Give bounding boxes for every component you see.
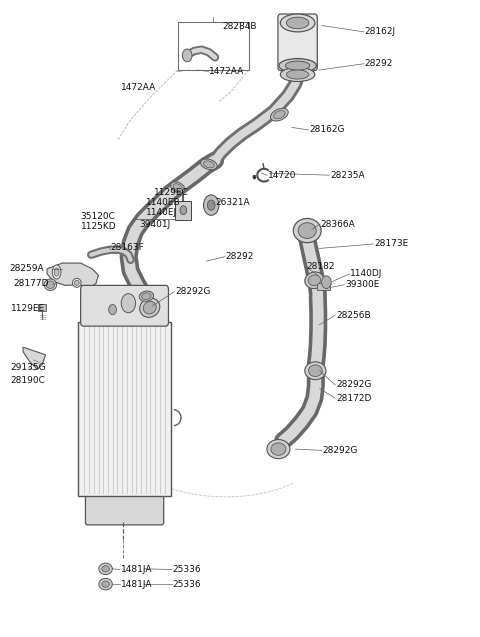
Bar: [178, 22, 249, 70]
Ellipse shape: [298, 223, 316, 238]
Ellipse shape: [267, 440, 290, 459]
Ellipse shape: [287, 17, 309, 29]
Text: 28292: 28292: [226, 252, 254, 261]
Ellipse shape: [271, 108, 288, 121]
Bar: [78, 322, 171, 496]
Text: 25336: 25336: [173, 580, 202, 589]
Ellipse shape: [293, 218, 321, 243]
Text: 28259A: 28259A: [10, 264, 44, 273]
Text: 28172D: 28172D: [336, 394, 372, 403]
Text: 1472AA: 1472AA: [121, 83, 156, 92]
Text: 28182: 28182: [306, 262, 335, 271]
Text: 28235A: 28235A: [330, 171, 365, 180]
Ellipse shape: [99, 563, 112, 575]
Ellipse shape: [102, 581, 109, 587]
Ellipse shape: [204, 161, 214, 168]
Circle shape: [322, 276, 331, 289]
Ellipse shape: [274, 111, 285, 118]
Ellipse shape: [271, 443, 286, 455]
Polygon shape: [47, 263, 98, 288]
Ellipse shape: [140, 298, 160, 317]
Text: 39300E: 39300E: [346, 280, 380, 289]
FancyBboxPatch shape: [85, 492, 164, 525]
Ellipse shape: [139, 291, 154, 301]
Ellipse shape: [287, 70, 309, 79]
Text: 1129EC: 1129EC: [154, 188, 188, 197]
Ellipse shape: [279, 59, 316, 73]
Text: 1481JA: 1481JA: [121, 565, 153, 574]
Text: 1481JA: 1481JA: [121, 580, 153, 589]
Ellipse shape: [72, 278, 81, 287]
Text: 1140EJ: 1140EJ: [146, 208, 178, 217]
Text: 1140DJ: 1140DJ: [350, 269, 383, 278]
Ellipse shape: [305, 272, 324, 289]
Ellipse shape: [309, 365, 322, 376]
Text: 28162G: 28162G: [310, 125, 345, 134]
Text: 28163F: 28163F: [110, 243, 144, 252]
Circle shape: [182, 49, 192, 62]
FancyBboxPatch shape: [81, 285, 168, 326]
Ellipse shape: [308, 275, 321, 285]
Circle shape: [207, 200, 215, 210]
Text: 1129EE: 1129EE: [11, 304, 45, 313]
Text: 1140EB: 1140EB: [146, 198, 181, 207]
Text: 28256B: 28256B: [336, 311, 371, 320]
Ellipse shape: [201, 159, 217, 169]
Circle shape: [204, 195, 219, 215]
Text: 28292G: 28292G: [323, 446, 358, 455]
Ellipse shape: [54, 268, 59, 276]
Text: 28177D: 28177D: [13, 279, 49, 288]
Text: 28173E: 28173E: [374, 240, 408, 248]
Text: 25336: 25336: [173, 565, 202, 574]
FancyBboxPatch shape: [278, 14, 317, 71]
Text: 39401J: 39401J: [139, 220, 170, 229]
Ellipse shape: [173, 183, 182, 191]
Ellipse shape: [305, 362, 326, 380]
Ellipse shape: [102, 566, 109, 572]
Polygon shape: [23, 347, 46, 369]
Text: 35120C: 35120C: [81, 212, 116, 221]
Ellipse shape: [74, 280, 79, 285]
Bar: [38, 304, 46, 311]
Ellipse shape: [143, 301, 156, 314]
Ellipse shape: [47, 281, 54, 289]
Text: 28190C: 28190C: [11, 376, 46, 385]
Text: 1472AA: 1472AA: [209, 67, 244, 76]
Text: 28292G: 28292G: [175, 287, 211, 296]
Text: 14720: 14720: [268, 171, 296, 180]
Text: 1125KD: 1125KD: [81, 222, 116, 231]
Circle shape: [108, 304, 117, 315]
Ellipse shape: [52, 265, 61, 279]
Bar: [175, 201, 191, 220]
Text: 28162J: 28162J: [365, 27, 396, 36]
Ellipse shape: [170, 182, 185, 193]
Text: 28366A: 28366A: [321, 220, 355, 229]
Ellipse shape: [99, 578, 112, 590]
Text: 28284B: 28284B: [223, 22, 257, 31]
Text: 28292: 28292: [365, 59, 393, 68]
Text: 28292G: 28292G: [336, 380, 372, 389]
Circle shape: [180, 206, 187, 215]
Circle shape: [121, 294, 135, 313]
Text: 26321A: 26321A: [215, 198, 250, 207]
Ellipse shape: [280, 68, 315, 82]
Ellipse shape: [44, 279, 57, 290]
Bar: [317, 283, 330, 290]
Circle shape: [253, 175, 256, 179]
Ellipse shape: [142, 293, 151, 299]
Ellipse shape: [280, 14, 315, 32]
Ellipse shape: [286, 61, 310, 70]
Text: 29135G: 29135G: [11, 363, 46, 372]
